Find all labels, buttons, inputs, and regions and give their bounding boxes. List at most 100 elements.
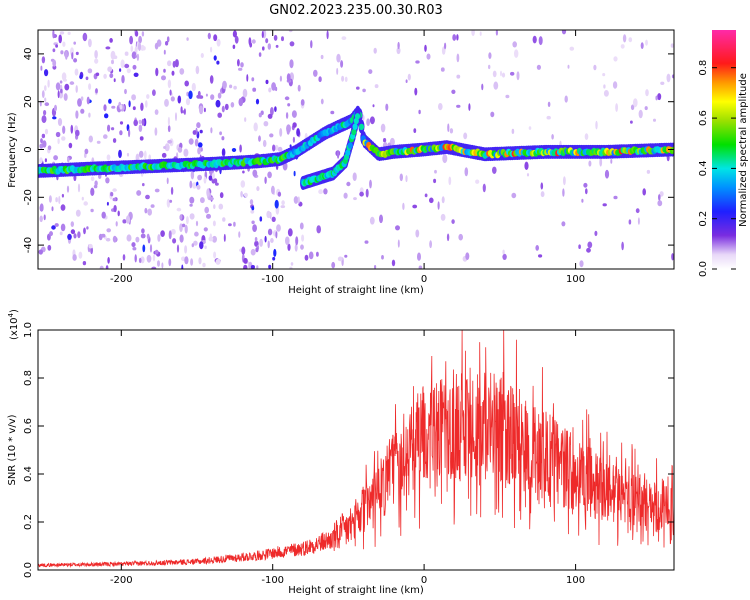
noise-blob <box>255 247 259 253</box>
noise-blob <box>213 55 217 61</box>
noise-blob <box>275 44 279 48</box>
noise-blob <box>389 137 395 146</box>
noise-blob <box>210 127 213 134</box>
noise-blob <box>69 81 75 85</box>
noise-blob <box>660 81 665 86</box>
noise-blob <box>320 54 324 60</box>
noise-blob <box>289 41 295 47</box>
noise-blob <box>115 221 118 227</box>
noise-blob <box>44 69 49 77</box>
noise-blob <box>109 38 113 43</box>
noise-blob <box>630 104 635 111</box>
noise-blob <box>237 59 240 67</box>
noise-blob <box>136 190 142 196</box>
noise-blob <box>166 198 171 208</box>
noise-blob <box>57 138 60 145</box>
noise-blob <box>464 167 469 177</box>
noise-blob <box>161 262 164 269</box>
noise-blob <box>502 253 507 260</box>
noise-blob <box>670 43 674 48</box>
noise-blob <box>146 94 150 99</box>
noise-blob <box>547 101 551 108</box>
noise-blob <box>524 161 529 170</box>
noise-blob <box>61 72 67 81</box>
noise-blob <box>561 30 567 35</box>
noise-blob <box>417 252 421 261</box>
noise-blob <box>538 36 543 46</box>
noise-blob <box>267 240 270 249</box>
snr-y-multiplier-base: (x10 <box>9 317 20 340</box>
noise-blob <box>194 138 199 147</box>
noise-blob <box>63 93 68 101</box>
noise-blob <box>55 44 58 48</box>
noise-blob <box>161 75 166 81</box>
noise-blob <box>84 148 89 155</box>
noise-blob <box>70 124 74 134</box>
noise-blob <box>174 59 179 68</box>
noise-blob <box>77 183 81 193</box>
x-tick-label: -100 <box>261 274 284 285</box>
noise-blob <box>105 265 109 269</box>
noise-blob <box>243 264 248 269</box>
noise-blob <box>613 56 618 62</box>
noise-blob <box>405 175 408 183</box>
noise-blob <box>268 87 272 93</box>
noise-blob <box>195 65 200 75</box>
noise-blob <box>344 76 348 83</box>
noise-blob <box>142 183 145 187</box>
noise-blob <box>258 112 262 118</box>
noise-blob <box>112 197 117 202</box>
noise-blob <box>74 68 79 76</box>
spectrogram-marks <box>38 30 674 269</box>
noise-blob <box>189 196 195 204</box>
noise-blob <box>224 103 229 111</box>
noise-blob <box>271 216 276 222</box>
noise-blob <box>216 38 221 47</box>
noise-blob <box>198 95 204 99</box>
noise-blob <box>53 155 58 161</box>
noise-blob <box>514 49 519 58</box>
noise-blob <box>179 223 183 233</box>
noise-blob <box>492 70 497 78</box>
noise-blob <box>250 209 255 214</box>
noise-blob <box>67 157 70 163</box>
y-tick-label: 0.4 <box>23 466 34 482</box>
noise-blob <box>59 80 63 84</box>
noise-blob <box>70 221 75 228</box>
noise-blob <box>101 233 106 238</box>
noise-blob <box>645 39 648 46</box>
noise-blob <box>259 216 263 222</box>
noise-blob <box>602 203 607 207</box>
noise-blob <box>40 65 43 71</box>
noise-blob <box>271 185 275 195</box>
noise-blob <box>77 231 81 239</box>
noise-blob <box>107 257 110 264</box>
noise-blob <box>482 183 486 193</box>
noise-blob <box>615 103 618 112</box>
noise-blob <box>207 32 211 40</box>
noise-blob <box>108 98 112 104</box>
noise-blob <box>658 194 661 201</box>
noise-blob <box>189 180 193 189</box>
noise-blob <box>179 214 183 221</box>
noise-blob <box>581 198 584 203</box>
noise-blob <box>180 106 183 114</box>
noise-blob <box>184 245 188 254</box>
noise-blob <box>500 70 502 77</box>
noise-blob <box>136 53 140 61</box>
noise-blob <box>279 75 282 82</box>
snr-frame <box>37 329 675 571</box>
noise-blob <box>168 258 172 267</box>
noise-blob <box>562 188 565 197</box>
noise-blob <box>240 62 244 68</box>
noise-blob <box>58 34 62 44</box>
noise-blob <box>285 112 289 119</box>
noise-blob <box>150 204 155 208</box>
noise-blob <box>188 138 194 145</box>
noise-blob <box>320 98 324 105</box>
noise-blob <box>126 68 131 74</box>
noise-blob <box>546 115 551 120</box>
noise-blob <box>362 88 366 93</box>
noise-blob <box>196 184 201 190</box>
noise-blob <box>51 225 56 230</box>
